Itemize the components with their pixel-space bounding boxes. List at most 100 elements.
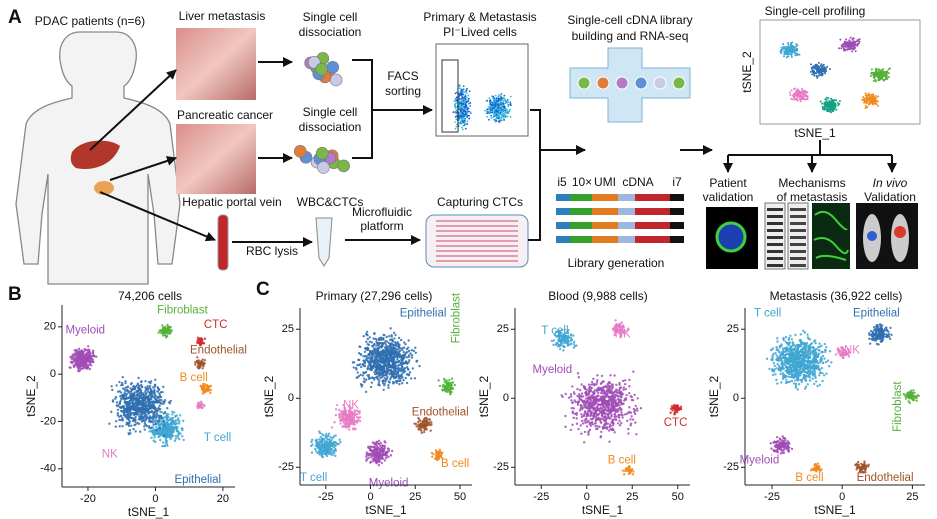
cell-dot: [388, 381, 391, 384]
cell-dot: [140, 385, 144, 389]
dot: [818, 70, 821, 73]
cell-dot: [356, 364, 359, 367]
cell-dot: [338, 416, 341, 419]
cell-dot: [408, 371, 412, 374]
dot: [500, 96, 502, 99]
dot: [487, 111, 490, 113]
cell-dot: [357, 375, 361, 378]
dot: [505, 112, 507, 114]
dot: [819, 73, 822, 76]
cell-dot: [171, 410, 174, 413]
dot: [467, 102, 470, 105]
cell-dot: [165, 439, 168, 443]
dot: [494, 112, 497, 115]
cell-dot: [166, 423, 169, 427]
cell-dot: [402, 379, 405, 382]
cell-dot: [407, 361, 410, 364]
cell-dot: [73, 352, 77, 355]
cell-dot: [409, 377, 413, 380]
cell-dot: [373, 342, 376, 346]
cell-dot: [377, 381, 380, 385]
dot: [502, 96, 505, 99]
dot: [497, 117, 500, 120]
cell-dot: [333, 444, 337, 447]
cell-dot: [140, 406, 144, 410]
dot: [799, 100, 802, 103]
cell-dot: [127, 391, 130, 394]
dot: [887, 76, 890, 79]
cell-dot: [133, 387, 136, 391]
cell-dot: [330, 447, 333, 451]
cell-dot: [350, 415, 353, 418]
dot: [454, 121, 456, 123]
cell-dot: [87, 355, 91, 359]
cell-dot: [402, 353, 405, 357]
cell-dot: [115, 384, 118, 387]
cell-dot: [323, 449, 327, 453]
label: Pancreatic cancer: [177, 108, 273, 122]
cell-dot: [377, 456, 380, 459]
cell-dot: [363, 350, 367, 354]
label: FACS: [387, 69, 418, 83]
cell-dot: [166, 406, 169, 410]
cell-dot: [88, 359, 92, 362]
dot: [794, 98, 797, 101]
dot: [494, 104, 497, 107]
dot: [458, 97, 461, 100]
dot: [880, 77, 883, 80]
dot: [831, 106, 834, 109]
cell-dot: [420, 429, 423, 432]
cell-dot: [154, 394, 157, 398]
cell-dot: [165, 429, 168, 433]
label: dissociation: [299, 120, 362, 134]
dot: [879, 72, 882, 75]
segment: [635, 194, 670, 201]
dot: [871, 102, 874, 105]
cell-dot: [130, 388, 133, 392]
cell-dot: [208, 389, 211, 392]
cell-dot: [164, 327, 167, 330]
cell-dot: [386, 376, 389, 379]
cell-dot: [373, 449, 377, 452]
cell-dot: [394, 355, 397, 358]
dot: [460, 88, 463, 91]
cell-dot: [348, 404, 352, 407]
cell-dot: [440, 451, 443, 455]
segment: [670, 194, 684, 201]
dot: [461, 112, 464, 115]
band: [790, 257, 806, 260]
cell-dot: [83, 349, 87, 352]
dot: [505, 100, 508, 103]
dot: [826, 65, 829, 68]
cell-dot: [92, 360, 95, 364]
cell-dot: [137, 397, 140, 400]
cell-dot: [417, 416, 420, 420]
dot: [486, 99, 489, 102]
cell-dot: [342, 410, 345, 414]
cell-dot: [368, 367, 371, 370]
cell-dot: [86, 348, 89, 352]
cell-dot: [402, 350, 406, 354]
cell-dot: [375, 372, 378, 376]
dot: [870, 93, 873, 96]
cell-dot: [151, 430, 154, 433]
dot: [874, 95, 877, 98]
cell-dot: [144, 386, 147, 389]
dot: [796, 93, 799, 96]
cell-dot: [332, 435, 336, 438]
label: validation: [703, 190, 754, 204]
dot: [458, 84, 461, 87]
pancreas: [94, 181, 114, 195]
cell-dot: [413, 422, 416, 425]
cell-dot: [116, 408, 120, 412]
cell-dot: [401, 365, 404, 369]
cell-dot: [389, 356, 393, 359]
dot: [816, 76, 819, 79]
dot: [463, 118, 466, 120]
dot: [460, 126, 463, 129]
dot: [830, 104, 833, 107]
dot: [809, 63, 812, 66]
dot: [468, 97, 470, 100]
dot: [459, 115, 462, 118]
dot: [825, 69, 828, 72]
